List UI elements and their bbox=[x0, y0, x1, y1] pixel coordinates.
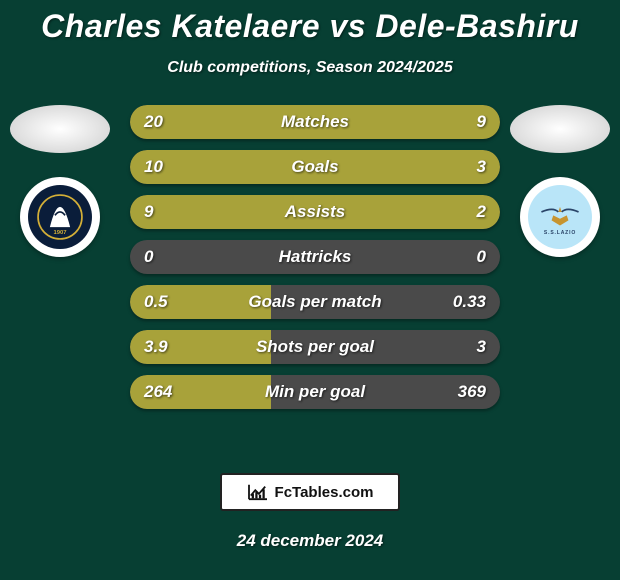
stat-row: 10 Goals 3 bbox=[130, 150, 500, 184]
page-subtitle: Club competitions, Season 2024/2025 bbox=[0, 59, 620, 77]
page-title: Charles Katelaere vs Dele-Bashiru bbox=[0, 8, 620, 45]
stat-right-value: 369 bbox=[458, 382, 486, 402]
stat-label: Shots per goal bbox=[256, 337, 374, 357]
stat-row: 0.5 Goals per match 0.33 bbox=[130, 285, 500, 319]
stat-right-value: 3 bbox=[477, 337, 486, 357]
player-right-column: S.S.LAZIO bbox=[510, 105, 610, 257]
stat-label: Goals per match bbox=[248, 292, 381, 312]
svg-text:1907: 1907 bbox=[53, 230, 67, 236]
stat-label: Goals bbox=[291, 157, 338, 177]
stat-left-value: 3.9 bbox=[144, 337, 168, 357]
stat-right-value: 2 bbox=[477, 202, 486, 222]
stat-row: 0 Hattricks 0 bbox=[130, 240, 500, 274]
stat-right-value: 9 bbox=[477, 112, 486, 132]
stat-right-value: 0.33 bbox=[453, 292, 486, 312]
stat-left-value: 0 bbox=[144, 247, 153, 267]
stat-label: Hattricks bbox=[279, 247, 352, 267]
stat-left-value: 0.5 bbox=[144, 292, 168, 312]
branding-box: FcTables.com bbox=[220, 473, 400, 511]
stats-list: 20Matches910Goals39Assists20Hattricks00.… bbox=[130, 105, 500, 409]
date-label: 24 december 2024 bbox=[0, 531, 620, 551]
stat-left-value: 264 bbox=[144, 382, 172, 402]
club-badge-right: S.S.LAZIO bbox=[520, 177, 600, 257]
club-badge-left: 1907 bbox=[20, 177, 100, 257]
stat-left-value: 9 bbox=[144, 202, 153, 222]
branding-text: FcTables.com bbox=[275, 484, 374, 501]
stat-label: Min per goal bbox=[265, 382, 365, 402]
stat-label: Assists bbox=[285, 202, 345, 222]
player-left-photo bbox=[10, 105, 110, 153]
stat-left-value: 20 bbox=[144, 112, 163, 132]
lazio-icon: S.S.LAZIO bbox=[528, 185, 592, 249]
atalanta-icon: 1907 bbox=[28, 185, 92, 249]
comparison-area: 1907 S.S.LAZIO 20Matches910 bbox=[0, 105, 620, 445]
stat-right-fill bbox=[433, 195, 500, 229]
stat-row: 3.9 Shots per goal 3 bbox=[130, 330, 500, 364]
stat-left-value: 10 bbox=[144, 157, 163, 177]
comparison-infographic: Charles Katelaere vs Dele-Bashiru Club c… bbox=[0, 0, 620, 580]
stat-row: 9 Assists 2 bbox=[130, 195, 500, 229]
stat-left-fill bbox=[130, 150, 415, 184]
stat-row: 264 Min per goal 369 bbox=[130, 375, 500, 409]
stat-right-value: 3 bbox=[477, 157, 486, 177]
stat-right-fill bbox=[415, 150, 500, 184]
svg-text:S.S.LAZIO: S.S.LAZIO bbox=[544, 230, 576, 236]
player-left-column: 1907 bbox=[10, 105, 110, 257]
stat-row: 20 Matches 9 bbox=[130, 105, 500, 139]
player-right-photo bbox=[510, 105, 610, 153]
stat-left-fill bbox=[130, 195, 433, 229]
chart-icon bbox=[247, 483, 269, 501]
stat-right-value: 0 bbox=[477, 247, 486, 267]
stat-label: Matches bbox=[281, 112, 349, 132]
